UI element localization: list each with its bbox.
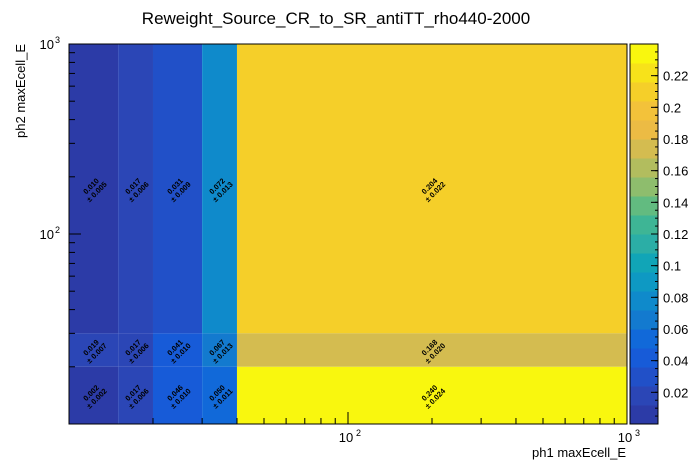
heatmap-cell: [202, 366, 237, 424]
chart-title: Reweight_Source_CR_to_SR_antiTT_rho440-2…: [142, 9, 530, 28]
colorbar-tick-label: 0.2: [663, 100, 681, 115]
colorbar-tick-label: 0.08: [663, 290, 688, 305]
heatmap-cell: [152, 333, 203, 367]
colorbar-segment: [630, 101, 658, 121]
colorbar-segment: [630, 386, 658, 406]
heatmap-cell: [118, 333, 153, 367]
x-tick-label: 10: [618, 430, 632, 445]
heatmap-cell: [236, 366, 627, 424]
x-axis: 10 2 10 3: [152, 412, 640, 445]
colorbar-segment: [630, 234, 658, 254]
heatmap-cell: [69, 366, 119, 424]
colorbar-segment: [630, 405, 658, 425]
heatmap-cells: [69, 44, 627, 424]
colorbar-tick-label: 0.16: [663, 164, 688, 179]
colorbar-tick-label: 0.04: [663, 354, 688, 369]
colorbar-segment: [630, 177, 658, 197]
colorbar-segment: [630, 253, 658, 273]
colorbar-segment: [630, 139, 658, 159]
heatmap-cell: [236, 44, 627, 334]
y-tick-exponent: 2: [55, 225, 60, 235]
colorbar-segment: [630, 329, 658, 349]
colorbar-tick-label: 0.1: [663, 259, 681, 274]
colorbar-segment: [630, 310, 658, 330]
heatmap-cell: [118, 366, 153, 424]
x-tick-exponent: 3: [635, 428, 640, 438]
colorbar-tick-label: 0.02: [663, 385, 688, 400]
heatmap-cell: [118, 44, 153, 334]
colorbar-segment: [630, 44, 658, 64]
x-tick-exponent: 2: [356, 428, 361, 438]
heatmap-cell: [69, 333, 119, 367]
colorbar-tick-label: 0.06: [663, 322, 688, 337]
colorbar-tick-label: 0.18: [663, 132, 688, 147]
colorbar-segment: [630, 120, 658, 140]
y-axis-title: ph2 maxEcell_E: [13, 44, 28, 138]
heatmap-cell: [236, 333, 627, 367]
x-axis-title: ph1 maxEcell_E: [532, 445, 626, 460]
heatmap-cell: [152, 366, 203, 424]
colorbar-segment: [630, 367, 658, 387]
colorbar-tick-label: 0.12: [663, 227, 688, 242]
heatmap-cell: [202, 333, 237, 367]
colorbar-tick-label: 0.14: [663, 195, 688, 210]
colorbar-segment: [630, 82, 658, 102]
colorbar-segment: [630, 196, 658, 216]
colorbar-segment: [630, 272, 658, 292]
y-tick-exponent: 3: [55, 35, 60, 45]
colorbar-segment: [630, 348, 658, 368]
x-tick-label: 10: [339, 430, 353, 445]
heatmap-cell: [202, 44, 237, 334]
heatmap-cell: [152, 44, 203, 334]
y-tick-label: 10: [40, 227, 54, 242]
colorbar-segment: [630, 158, 658, 178]
colorbar-tick-label: 0.22: [663, 69, 688, 84]
colorbar-segment: [630, 215, 658, 235]
heatmap-cell: [69, 44, 119, 334]
y-tick-label: 10: [40, 37, 54, 52]
colorbar-segment: [630, 63, 658, 83]
colorbar-segment: [630, 291, 658, 311]
colorbar: 0.02 0.04 0.06 0.08 0.1 0.12 0.14 0.16 0.18 0.2 0.…: [629, 43, 688, 425]
